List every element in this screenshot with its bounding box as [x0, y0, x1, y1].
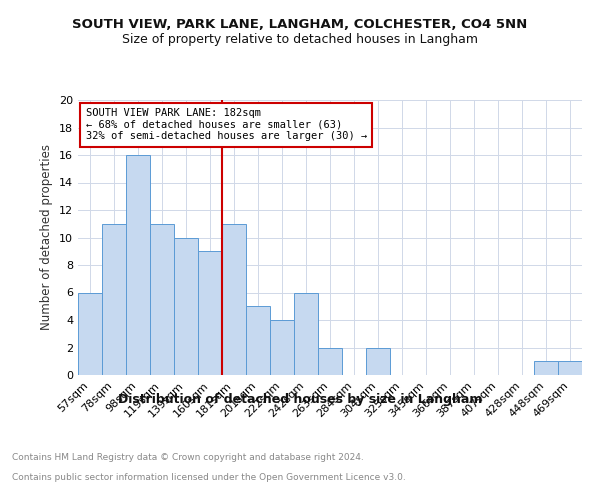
Bar: [246, 306, 270, 375]
Bar: [198, 251, 222, 375]
Text: Distribution of detached houses by size in Langham: Distribution of detached houses by size …: [118, 392, 482, 406]
Text: Contains public sector information licensed under the Open Government Licence v3: Contains public sector information licen…: [12, 472, 406, 482]
Bar: [102, 224, 126, 375]
Bar: [366, 348, 390, 375]
Text: Contains HM Land Registry data © Crown copyright and database right 2024.: Contains HM Land Registry data © Crown c…: [12, 452, 364, 462]
Bar: [534, 361, 558, 375]
Bar: [222, 224, 246, 375]
Bar: [318, 348, 342, 375]
Bar: [270, 320, 294, 375]
Bar: [126, 155, 150, 375]
Bar: [78, 292, 102, 375]
Text: Size of property relative to detached houses in Langham: Size of property relative to detached ho…: [122, 32, 478, 46]
Bar: [294, 292, 318, 375]
Bar: [150, 224, 174, 375]
Y-axis label: Number of detached properties: Number of detached properties: [40, 144, 53, 330]
Text: SOUTH VIEW, PARK LANE, LANGHAM, COLCHESTER, CO4 5NN: SOUTH VIEW, PARK LANE, LANGHAM, COLCHEST…: [73, 18, 527, 30]
Bar: [174, 238, 198, 375]
Bar: [558, 361, 582, 375]
Text: SOUTH VIEW PARK LANE: 182sqm
← 68% of detached houses are smaller (63)
32% of se: SOUTH VIEW PARK LANE: 182sqm ← 68% of de…: [86, 108, 367, 142]
